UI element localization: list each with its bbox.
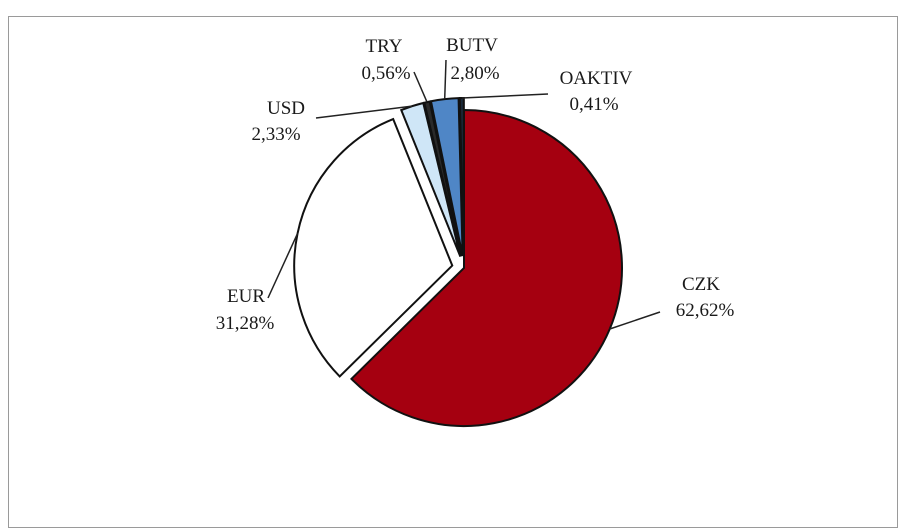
leader-oaktiv: [461, 93, 549, 99]
label-eur-name: EUR: [227, 286, 265, 307]
label-usd-name: USD: [267, 98, 305, 119]
label-butv: BUTV 2,80%: [446, 35, 500, 84]
leader-lines: [267, 59, 661, 330]
label-czk-value: 62,62%: [676, 300, 735, 321]
label-oaktiv: OAKTIV 0,41%: [560, 68, 633, 115]
leader-usd: [315, 105, 413, 119]
pie-slices: [293, 97, 623, 427]
leader-butv: [443, 59, 447, 100]
label-butv-value: 2,80%: [450, 63, 499, 84]
label-czk: CZK 62,62%: [676, 274, 735, 321]
leader-czk: [609, 311, 661, 330]
leader-eur: [267, 233, 299, 299]
slice-eur: [293, 117, 454, 378]
label-try-value: 0,56%: [361, 63, 410, 84]
label-czk-name: CZK: [682, 274, 720, 295]
label-butv-name: BUTV: [446, 35, 498, 56]
label-eur: EUR 31,28%: [216, 286, 275, 334]
label-oaktiv-name: OAKTIV: [560, 68, 633, 89]
label-try-name: TRY: [366, 36, 403, 57]
slice-usd: [399, 101, 462, 257]
label-oaktiv-value: 0,41%: [569, 94, 618, 115]
label-try: TRY 0,56%: [361, 36, 410, 84]
label-eur-value: 31,28%: [216, 313, 275, 334]
leader-try: [413, 71, 428, 103]
label-usd: USD 2,33%: [251, 98, 305, 145]
label-usd-value: 2,33%: [251, 124, 300, 145]
